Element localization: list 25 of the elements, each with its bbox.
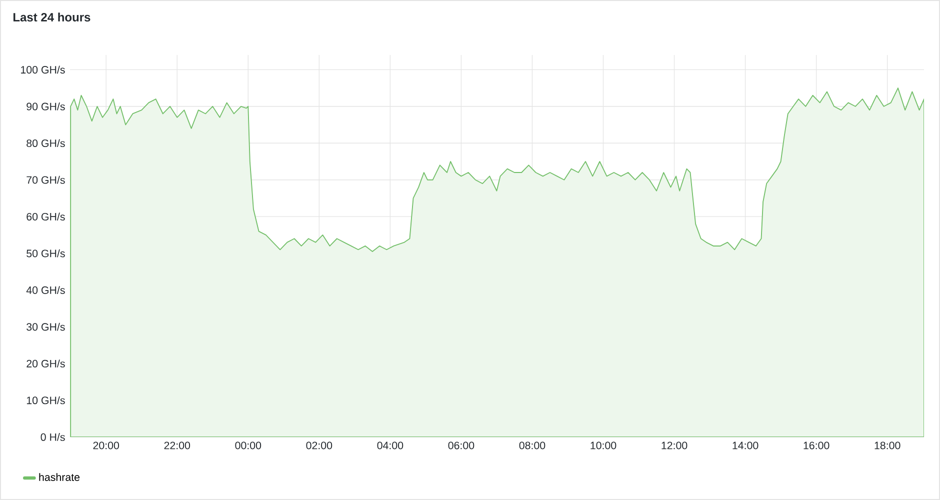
- chart-title: Last 24 hours: [13, 12, 90, 22]
- x-tick-label: 18:00: [874, 442, 900, 450]
- x-tick-label: 22:00: [164, 442, 190, 450]
- y-tick-label: 80 GH/s: [26, 139, 65, 148]
- y-tick-label: 0 H/s: [40, 433, 65, 441]
- y-tick-label: 30 GH/s: [26, 322, 65, 331]
- y-tick-label: 50 GH/s: [26, 249, 65, 258]
- x-tick-label: 10:00: [590, 442, 616, 450]
- x-tick-label: 20:00: [93, 442, 120, 450]
- y-tick-label: 10 GH/s: [26, 396, 65, 404]
- y-tick-label: 100 GH/s: [21, 66, 65, 74]
- x-tick-label: 06:00: [448, 442, 474, 450]
- y-tick-label: 60 GH/s: [26, 212, 65, 221]
- y-tick-label: 20 GH/s: [26, 360, 65, 368]
- y-tick-label: 90 GH/s: [26, 102, 65, 110]
- y-tick-label: 70 GH/s: [26, 176, 65, 184]
- x-tick-label: 08:00: [519, 442, 546, 450]
- x-tick-label: 00:00: [235, 442, 262, 450]
- x-tick-label: 16:00: [804, 442, 830, 450]
- x-tick-label: 14:00: [732, 442, 758, 450]
- x-tick-label: 04:00: [377, 442, 404, 450]
- x-tick-label: 12:00: [662, 442, 688, 450]
- y-tick-label: 40 GH/s: [26, 286, 65, 294]
- legend-label: hashrate: [39, 473, 80, 481]
- x-tick-label: 02:00: [306, 442, 332, 450]
